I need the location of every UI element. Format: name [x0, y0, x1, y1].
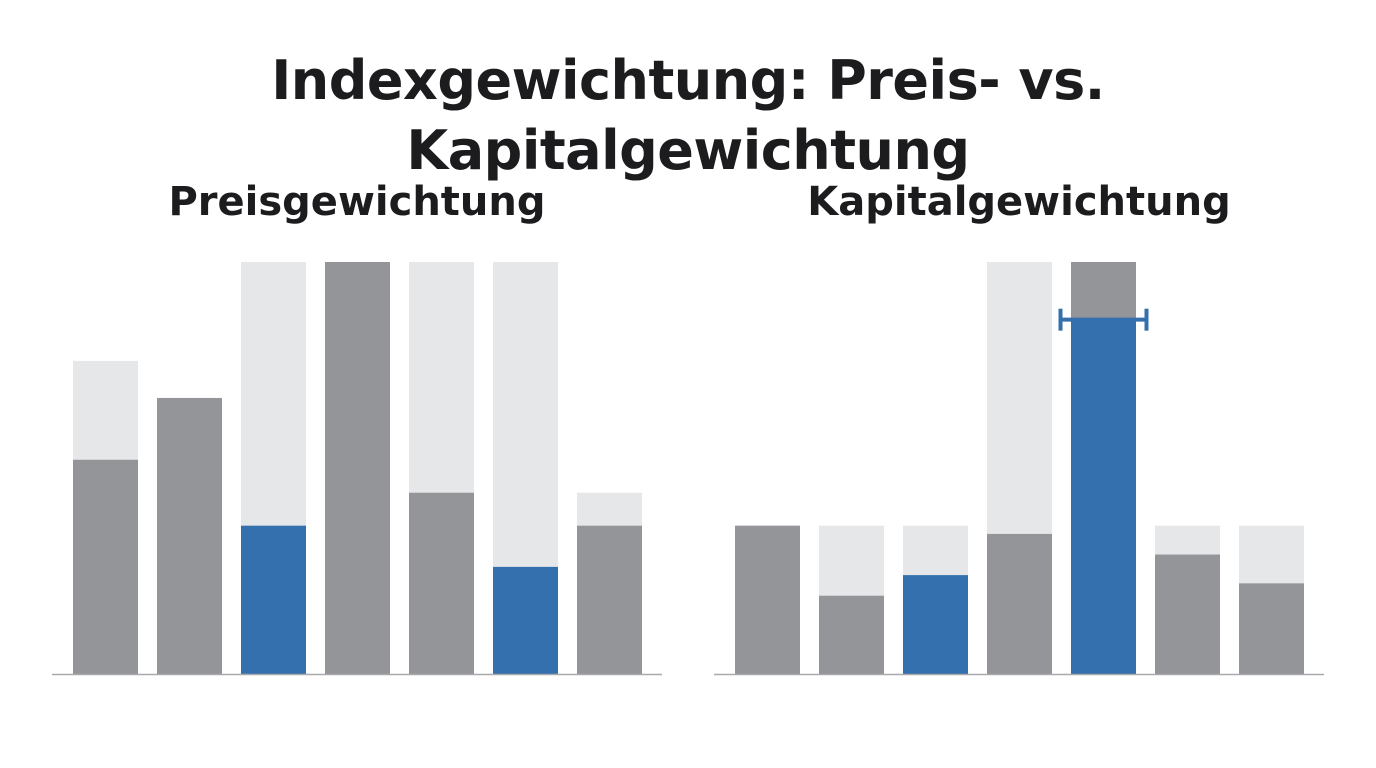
- chart1-bar-2: [157, 397, 222, 674]
- chart2-bar-2: [819, 595, 884, 674]
- chart2-bar-6: [1155, 554, 1220, 674]
- chart1-bar-1: [73, 459, 138, 674]
- chart1-bar-3: [241, 525, 306, 674]
- chart-main-title: Indexgewichtung: Preis- vs. Kapitalgewic…: [271, 49, 1105, 182]
- chart1-bar-5: [409, 492, 474, 674]
- chart2-bar-7: [1239, 583, 1304, 674]
- panel-title-cap-weighting: Kapitalgewichtung: [807, 179, 1231, 225]
- chart2-bar-1: [735, 525, 800, 674]
- panel-title-price-weighting: Preisgewichtung: [168, 179, 546, 225]
- chart2-bar-4: [987, 533, 1052, 674]
- chart1-bar-6: [493, 566, 558, 674]
- chart1-bar-4: [325, 262, 390, 674]
- chart2-bar-3: [903, 575, 968, 674]
- chart2-bar-5-top-segment: [1071, 262, 1136, 320]
- chart2-bar-5: [1071, 262, 1136, 674]
- chart2-error-bar-annotation: [1058, 308, 1149, 331]
- chart1-bar-7: [577, 525, 642, 674]
